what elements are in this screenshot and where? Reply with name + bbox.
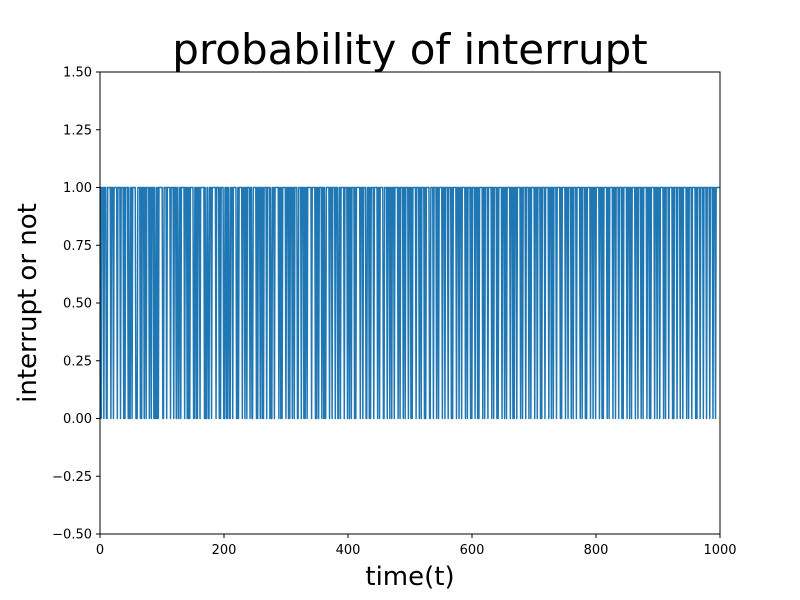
x-tick-label: 0 bbox=[96, 543, 104, 558]
x-axis: 0 200 400 600 800 1000 bbox=[96, 534, 737, 558]
series-layer bbox=[99, 186, 720, 420]
series-line-0 bbox=[99, 186, 720, 420]
y-tick-label: 1.25 bbox=[63, 123, 92, 138]
x-tick-label: 400 bbox=[336, 543, 361, 558]
y-tick-label: 0.00 bbox=[63, 412, 92, 427]
x-tick-label: 1000 bbox=[703, 543, 736, 558]
y-tick-label: 1.00 bbox=[63, 181, 92, 196]
y-tick-label: −0.25 bbox=[52, 470, 92, 485]
chart-title: probability of interrupt bbox=[172, 25, 647, 74]
x-tick-label: 600 bbox=[460, 543, 485, 558]
y-tick-label: 0.50 bbox=[63, 297, 92, 312]
y-tick-label: −0.50 bbox=[52, 528, 92, 543]
x-tick-label: 800 bbox=[584, 543, 609, 558]
y-axis-title: interrupt or not bbox=[13, 203, 43, 403]
y-axis: −0.50 −0.25 0.00 0.25 0.50 0.75 1.00 1.25 1.50 bbox=[52, 66, 100, 543]
x-tick-label: 200 bbox=[212, 543, 237, 558]
x-axis-title: time(t) bbox=[365, 562, 454, 592]
y-tick-label: 1.50 bbox=[63, 66, 92, 81]
y-tick-label: 0.25 bbox=[63, 354, 92, 369]
y-tick-label: 0.75 bbox=[63, 239, 92, 254]
